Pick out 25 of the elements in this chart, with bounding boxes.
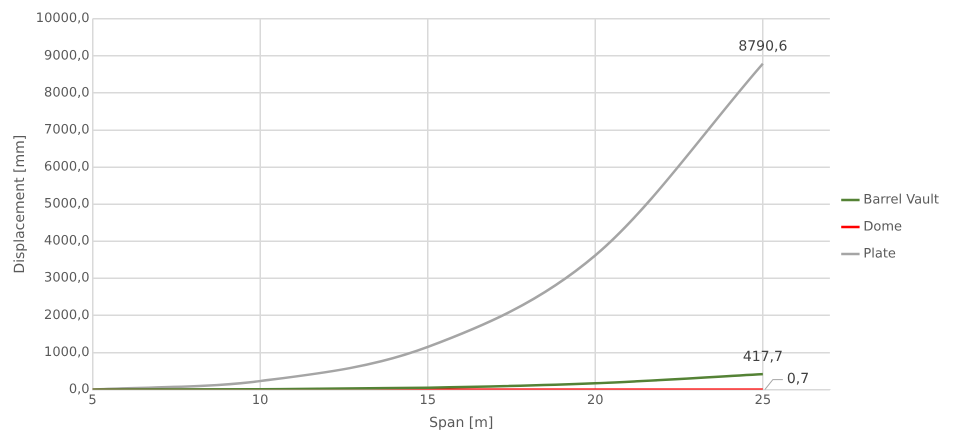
- x-tick-label: 10: [252, 392, 268, 408]
- y-tick-label: 0,0: [68, 382, 90, 397]
- x-tick-label: 20: [587, 392, 604, 408]
- x-tick-label: 15: [419, 392, 436, 408]
- y-axis-title: Displacement [mm]: [12, 134, 28, 274]
- data-label: 8790,6: [738, 38, 788, 54]
- x-axis-title: Span [m]: [429, 415, 494, 432]
- y-tick-label: 10000,0: [36, 11, 90, 26]
- line-series: [92, 372, 764, 390]
- legend-label: Barrel Vault: [863, 192, 940, 208]
- y-tick-label: 8000,0: [44, 85, 90, 100]
- x-tick-label: 5: [88, 392, 97, 408]
- y-tick-label: 5000,0: [44, 196, 90, 212]
- y-tick-label: 9000,0: [44, 48, 90, 64]
- data-label: 417,7: [742, 348, 783, 365]
- y-tick-label: 7000,0: [44, 122, 90, 138]
- x-tick-label: 25: [754, 392, 772, 408]
- y-tick-label: 2000,0: [44, 308, 90, 323]
- data-label: 0,7: [786, 371, 810, 388]
- y-tick-label: 6000,0: [44, 159, 90, 174]
- legend-label: Dome: [863, 219, 902, 234]
- y-tick-label: 1000,0: [44, 344, 90, 360]
- y-tick-label: 4000,0: [44, 234, 90, 249]
- y-tick-label: 3000,0: [44, 270, 90, 286]
- legend-label: Plate: [863, 246, 896, 262]
